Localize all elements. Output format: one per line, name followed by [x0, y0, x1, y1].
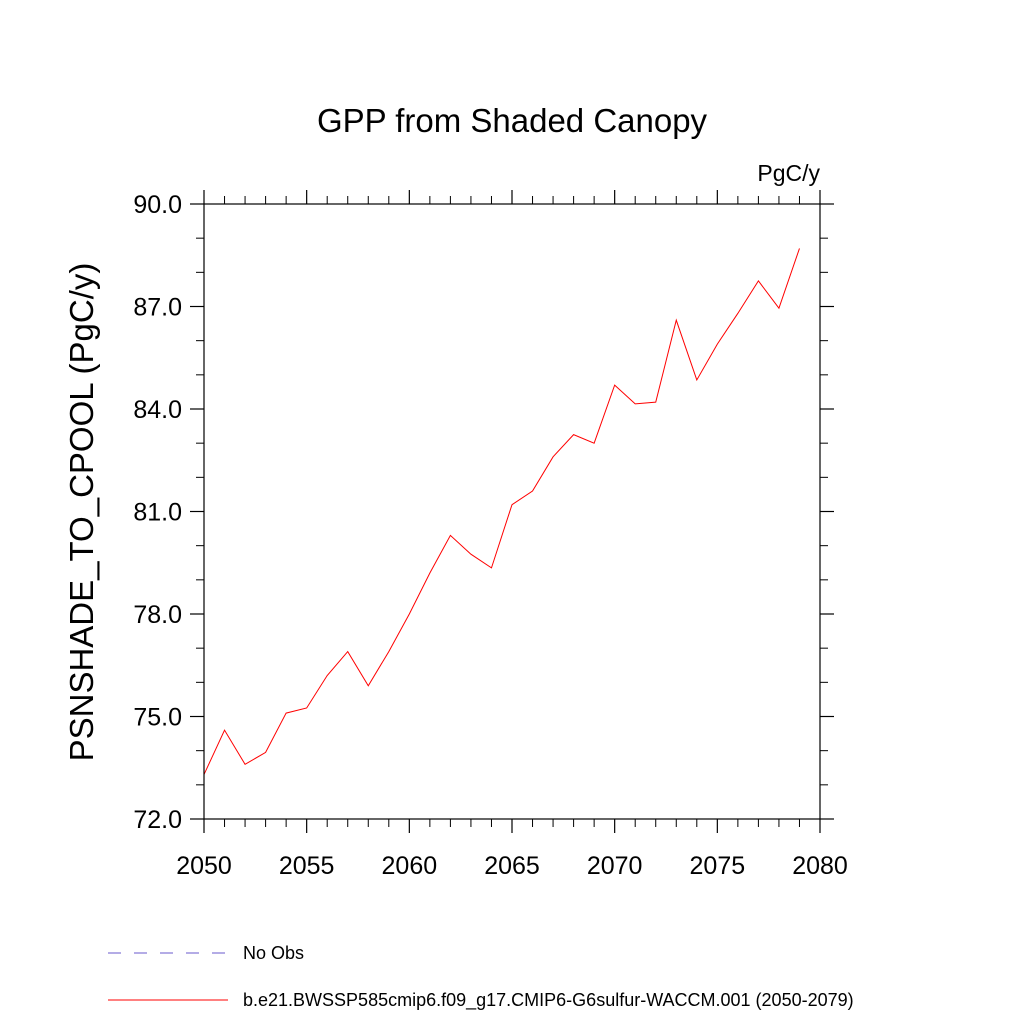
y-tick-label: 87.0 — [133, 294, 182, 322]
legend: No Obs b.e21.BWSSP585cmip6.f09_g17.CMIP6… — [108, 943, 854, 1011]
legend-label-no-obs: No Obs — [243, 943, 304, 963]
x-tick-label: 2065 — [484, 852, 540, 880]
x-tick-label: 2070 — [587, 852, 643, 880]
y-axis-label: PSNSHADE_TO_CPOOL (PgC/y) — [63, 263, 100, 762]
y-tick-labels: 72.0 75.0 78.0 81.0 84.0 87.0 90.0 — [133, 191, 182, 834]
y-tick-label: 78.0 — [133, 601, 182, 629]
x-tick-label: 2080 — [792, 852, 848, 880]
legend-label-model: b.e21.BWSSP585cmip6.f09_g17.CMIP6-G6sulf… — [243, 990, 854, 1011]
series-layer — [203, 248, 800, 775]
minor-ticks — [196, 196, 828, 827]
chart-units: PgC/y — [757, 160, 820, 186]
major-ticks — [190, 190, 834, 833]
x-tick-label: 2060 — [382, 852, 438, 880]
series-line-model — [203, 248, 800, 775]
y-tick-label: 72.0 — [133, 806, 182, 834]
x-tick-label: 2050 — [176, 852, 232, 880]
y-tick-label: 84.0 — [133, 396, 182, 424]
x-tick-label: 2055 — [279, 852, 335, 880]
x-tick-labels: 2050 2055 2060 2065 2070 2075 2080 — [176, 852, 848, 880]
plot-frame — [203, 203, 821, 820]
y-tick-label: 90.0 — [133, 191, 182, 219]
chart-title: GPP from Shaded Canopy — [317, 102, 708, 139]
x-tick-label: 2075 — [690, 852, 746, 880]
y-tick-label: 81.0 — [133, 499, 182, 527]
y-tick-label: 75.0 — [133, 704, 182, 732]
